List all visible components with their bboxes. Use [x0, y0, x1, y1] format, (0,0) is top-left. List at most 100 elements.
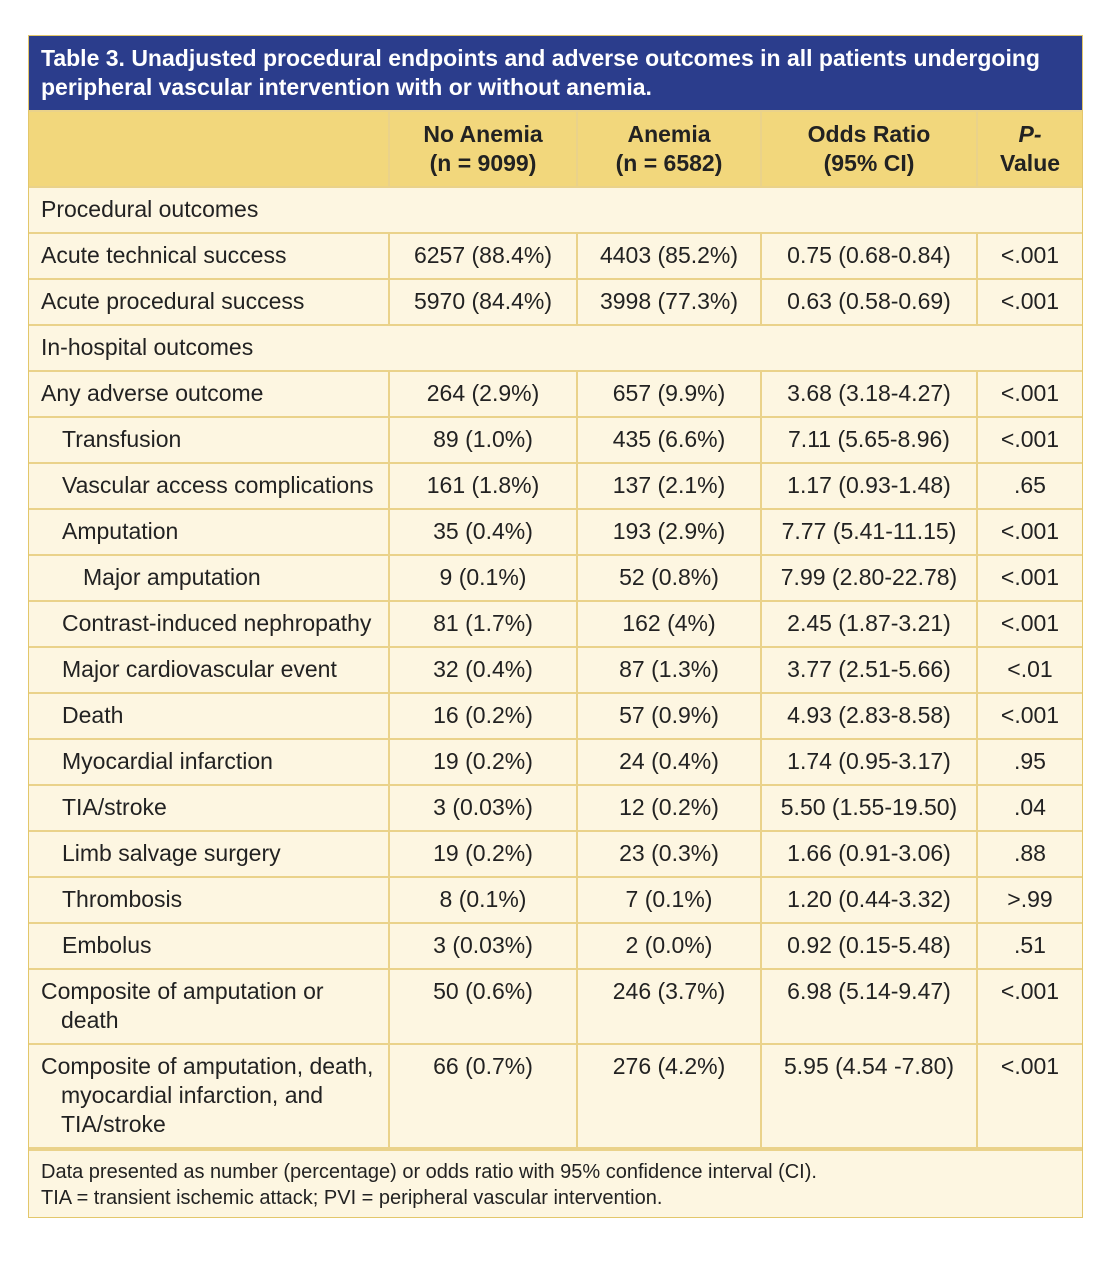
data-cell: 19 (0.2%)	[388, 738, 578, 786]
data-cell: 0.92 (0.15-5.48)	[760, 922, 978, 970]
data-cell: 3.77 (2.51-5.66)	[760, 646, 978, 694]
data-cell: 193 (2.9%)	[576, 508, 762, 556]
data-cell: <.001	[976, 232, 1082, 280]
data-row: Acute technical success 6257 (88.4%) 4403 …	[29, 232, 1082, 280]
data-cell: 7.11 (5.65-8.96)	[760, 416, 978, 464]
data-cell: 7.99 (2.80-22.78)	[760, 554, 978, 602]
row-label: Death	[29, 692, 390, 740]
row-label: Contrast-induced nephropathy	[29, 600, 390, 648]
data-cell: 161 (1.8%)	[388, 462, 578, 510]
data-row: Composite of amputation, death, myocardi…	[29, 1043, 1082, 1149]
row-label: Major cardiovascular event	[29, 646, 390, 694]
row-label: Amputation	[29, 508, 390, 556]
header-line: Odds Ratio	[807, 121, 931, 147]
header-row: No Anemia (n = 9099) Anemia (n = 6582) Odds …	[29, 110, 1082, 188]
data-cell: 657 (9.9%)	[576, 370, 762, 418]
data-row: Thrombosis 8 (0.1%) 7 (0.1%) 1.20 (0.44-3.3…	[29, 876, 1082, 924]
header-line: (n = 6582)	[615, 150, 723, 176]
data-cell: 162 (4%)	[576, 600, 762, 648]
row-label: Acute technical success	[29, 232, 390, 280]
header-line: No Anemia	[423, 121, 543, 147]
data-row: Vascular access complications 161 (1.8%) 1…	[29, 462, 1082, 510]
row-label: Composite of amputation, death, myocardi…	[29, 1043, 390, 1149]
data-cell: 3 (0.03%)	[388, 784, 578, 832]
data-cell: .95	[976, 738, 1082, 786]
data-cell: 2.45 (1.87-3.21)	[760, 600, 978, 648]
table-box: Table 3. Unadjusted procedural endpoints…	[28, 35, 1083, 1218]
data-cell: <.001	[976, 1043, 1082, 1149]
row-label: Thrombosis	[29, 876, 390, 924]
data-cell: 6257 (88.4%)	[388, 232, 578, 280]
row-label: Acute procedural success	[29, 278, 390, 326]
row-label: Procedural outcomes	[29, 186, 1082, 234]
data-cell: 1.74 (0.95-3.17)	[760, 738, 978, 786]
row-label: Composite of amputation or death	[29, 968, 390, 1045]
data-cell: 89 (1.0%)	[388, 416, 578, 464]
row-label: Embolus	[29, 922, 390, 970]
data-cell: >.99	[976, 876, 1082, 924]
data-cell: 6.98 (5.14-9.47)	[760, 968, 978, 1045]
table-title: Table 3. Unadjusted procedural endpoints…	[29, 36, 1082, 110]
data-cell: 264 (2.9%)	[388, 370, 578, 418]
data-cell: 1.66 (0.91-3.06)	[760, 830, 978, 878]
data-cell: 1.20 (0.44-3.32)	[760, 876, 978, 924]
data-cell: 12 (0.2%)	[576, 784, 762, 832]
data-row: Contrast-induced nephropathy 81 (1.7%) 162…	[29, 600, 1082, 648]
data-cell: 8 (0.1%)	[388, 876, 578, 924]
table: No Anemia (n = 9099) Anemia (n = 6582) Odds …	[29, 110, 1082, 1149]
data-cell: 3 (0.03%)	[388, 922, 578, 970]
footnote: TIA = transient ischemic attack; PVI = p…	[41, 1187, 663, 1209]
row-label: Vascular access complications	[29, 462, 390, 510]
data-cell: 4403 (85.2%)	[576, 232, 762, 280]
data-cell: <.001	[976, 554, 1082, 602]
data-cell: <.001	[976, 370, 1082, 418]
data-cell: 0.75 (0.68-0.84)	[760, 232, 978, 280]
data-row: TIA/stroke 3 (0.03%) 12 (0.2%) 5.50 (1.55-1…	[29, 784, 1082, 832]
data-row: Acute procedural success 5970 (84.4%) 3998…	[29, 278, 1082, 326]
data-row: Amputation 35 (0.4%) 193 (2.9%) 7.77 (5.41-…	[29, 508, 1082, 556]
data-cell: <.01	[976, 646, 1082, 694]
header-line: (n = 9099)	[429, 150, 537, 176]
header-cell: Anemia (n = 6582)	[576, 110, 762, 188]
data-cell: 5.95 (4.54 -7.80)	[760, 1043, 978, 1149]
row-label: Limb salvage surgery	[29, 830, 390, 878]
data-cell: 4.93 (2.83-8.58)	[760, 692, 978, 740]
row-label: Myocardial infarction	[29, 738, 390, 786]
row-label: TIA/stroke	[29, 784, 390, 832]
header-cell: P- Value	[976, 110, 1082, 188]
section-row: Procedural outcomes	[29, 186, 1082, 234]
data-cell: 7 (0.1%)	[576, 876, 762, 924]
data-row: Embolus 3 (0.03%) 2 (0.0%) 0.92 (0.15-5.48)…	[29, 922, 1082, 970]
data-cell: 0.63 (0.58-0.69)	[760, 278, 978, 326]
data-cell: 66 (0.7%)	[388, 1043, 578, 1149]
data-cell: 32 (0.4%)	[388, 646, 578, 694]
data-row: Transfusion 89 (1.0%) 435 (6.6%) 7.11 (5.65…	[29, 416, 1082, 464]
data-row: Major amputation 9 (0.1%) 52 (0.8%) 7.99 (2…	[29, 554, 1082, 602]
data-row: Limb salvage surgery 19 (0.2%) 23 (0.3%) 1.…	[29, 830, 1082, 878]
header-line: Anemia	[627, 121, 711, 147]
footnote: Data presented as number (percentage) or…	[41, 1161, 817, 1183]
header-line: Value	[999, 150, 1061, 176]
data-cell: .04	[976, 784, 1082, 832]
data-cell: 57 (0.9%)	[576, 692, 762, 740]
data-cell: 1.17 (0.93-1.48)	[760, 462, 978, 510]
data-row: Composite of amputation or death 50 (0.6%…	[29, 968, 1082, 1045]
data-cell: 2 (0.0%)	[576, 922, 762, 970]
data-cell: <.001	[976, 600, 1082, 648]
data-cell: 7.77 (5.41-11.15)	[760, 508, 978, 556]
section-row: In-hospital outcomes	[29, 324, 1082, 372]
row-label: In-hospital outcomes	[29, 324, 1082, 372]
header-cell: No Anemia (n = 9099)	[388, 110, 578, 188]
data-cell: 246 (3.7%)	[576, 968, 762, 1045]
data-cell: 50 (0.6%)	[388, 968, 578, 1045]
header-line: P-	[1018, 121, 1042, 147]
data-cell: .51	[976, 922, 1082, 970]
row-label: Any adverse outcome	[29, 370, 390, 418]
data-cell: 5.50 (1.55-19.50)	[760, 784, 978, 832]
data-cell: 5970 (84.4%)	[388, 278, 578, 326]
data-cell: 19 (0.2%)	[388, 830, 578, 878]
data-row: Myocardial infarction 19 (0.2%) 24 (0.4%) 1…	[29, 738, 1082, 786]
data-cell: 81 (1.7%)	[388, 600, 578, 648]
header-line: (95% CI)	[823, 150, 915, 176]
